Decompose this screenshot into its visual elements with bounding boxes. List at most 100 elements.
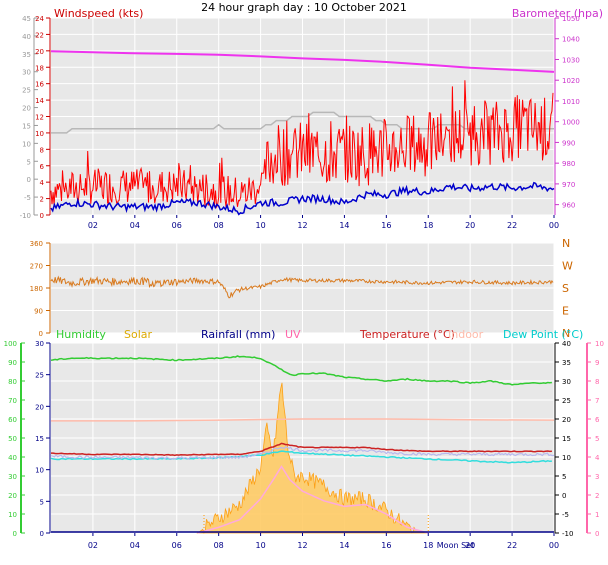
series-direction-line xyxy=(50,275,554,299)
uv-axis-tick-label: 8 xyxy=(595,378,599,386)
baro-axis-tick-label: 1000 xyxy=(562,119,580,127)
panel-wind-x-tick-label: 02 xyxy=(88,221,98,230)
uv-axis-tick-label: 6 xyxy=(595,416,600,424)
humidity-axis-tick-label: 50 xyxy=(8,435,17,443)
humidity-axis-tick-label: 60 xyxy=(8,416,17,424)
humidity-axis-tick-label: 80 xyxy=(8,378,17,386)
outer-left-axis-tick-label: 25 xyxy=(22,87,31,95)
outer-left-axis-tick-label: 20 xyxy=(22,105,31,113)
inner-left-axis-tick-label: 15 xyxy=(35,435,44,443)
series-solar-area xyxy=(196,382,429,534)
humidity-axis-tick-label: 40 xyxy=(8,454,17,462)
uv-axis-tick-label: 5 xyxy=(595,435,599,443)
inner-left-axis-tick-label: 30 xyxy=(35,340,44,348)
outer-left-axis-tick-label: 0 xyxy=(27,176,31,184)
baro-axis-tick-label: 1050 xyxy=(562,15,580,23)
panel-weather-x-tick-label: 12 xyxy=(297,541,307,550)
series-apparent-temp-line xyxy=(50,445,555,460)
temperature-axis-tick-label: -10 xyxy=(562,530,573,538)
wind-axis-title: Windspeed (kts) xyxy=(54,7,143,20)
baro-axis-tick-label: 1020 xyxy=(562,77,580,85)
compass-label: E xyxy=(562,305,569,318)
baro-axis-title: Barometer (hpa) xyxy=(512,7,603,20)
panel-weather-x-tick-label: 02 xyxy=(88,541,98,550)
legend-temperature: Temperature (°C) xyxy=(359,328,455,341)
humidity-axis-tick-label: 0 xyxy=(13,530,17,538)
series-barometer-line xyxy=(50,50,555,73)
temperature-axis-tick-label: 15 xyxy=(562,435,571,443)
temperature-axis-tick-label: 20 xyxy=(562,416,571,424)
legend-solar: Solar xyxy=(124,328,153,341)
uv-axis-tick-label: 0 xyxy=(595,530,599,538)
temperature-axis-tick-label: 35 xyxy=(562,359,571,367)
wind-axis-tick-label: 14 xyxy=(35,97,44,105)
baro-axis-tick-label: 970 xyxy=(562,181,575,189)
compass-label: N xyxy=(562,327,570,340)
legend-indoor: Indoor xyxy=(448,328,484,341)
series-humidity-line xyxy=(50,355,553,386)
baro-axis-tick-label: 980 xyxy=(562,160,575,168)
baro-axis-tick-label: 1010 xyxy=(562,98,580,106)
temperature-axis-tick-label: 0 xyxy=(562,492,566,500)
panel-wind-x-tick-label: 18 xyxy=(423,221,433,230)
outer-left-axis-tick-label: 5 xyxy=(27,158,31,166)
baro-axis-tick-label: 1030 xyxy=(562,56,580,64)
series-wind-gust-line xyxy=(50,80,554,209)
outer-left-axis-tick-label: 40 xyxy=(22,33,31,41)
humidity-axis-tick-label: 100 xyxy=(4,340,17,348)
temperature-axis-tick-label: 25 xyxy=(562,397,571,405)
panel-weather-x-tick-label: 00 xyxy=(549,541,559,550)
series-uv-line xyxy=(197,465,429,534)
panel-wind-x-tick-label: 22 xyxy=(507,221,517,230)
inner-left-axis-tick-label: 25 xyxy=(35,372,44,380)
inner-left-axis-tick-label: 0 xyxy=(40,530,44,538)
series-indoor-line xyxy=(51,418,555,422)
temperature-axis-tick-label: 5 xyxy=(562,473,566,481)
panel-wind-x-tick-label: 00 xyxy=(549,221,559,230)
temperature-axis-tick-label: 10 xyxy=(562,454,571,462)
wind-axis-tick-label: 0 xyxy=(40,212,44,220)
chart-title: 24 hour graph day : 10 October 2021 xyxy=(201,1,407,14)
direction-axis-tick-label: 270 xyxy=(30,263,43,271)
temperature-axis-tick-label: -5 xyxy=(562,511,569,519)
panel-weather-x-tick-label: 06 xyxy=(172,541,182,550)
uv-axis-tick-label: 10 xyxy=(595,340,604,348)
direction-axis-tick-label: 180 xyxy=(30,285,43,293)
panel-weather-x-tick-label: 16 xyxy=(381,541,391,550)
wind-axis-tick-label: 6 xyxy=(40,163,45,171)
outer-left-axis-tick-label: 45 xyxy=(22,15,31,23)
wind-axis-tick-label: 8 xyxy=(40,146,44,154)
panel-wind-x-tick-label: 08 xyxy=(214,221,224,230)
uv-axis-tick-label: 9 xyxy=(595,359,599,367)
wind-axis-tick-label: 20 xyxy=(35,48,44,56)
wind-axis-tick-label: 2 xyxy=(40,196,44,204)
legend-rainfall: Rainfall (mm) xyxy=(201,328,275,341)
wind-axis-tick-label: 16 xyxy=(35,81,44,89)
outer-left-axis-tick-label: -5 xyxy=(24,194,31,202)
temperature-axis-tick-label: 40 xyxy=(562,340,571,348)
direction-axis-tick-label: 360 xyxy=(30,240,43,248)
panel-wind-x-tick-label: 16 xyxy=(381,221,391,230)
panel-weather-x-tick-label: 18 xyxy=(423,541,433,550)
uv-axis-tick-label: 4 xyxy=(595,454,600,462)
humidity-axis-tick-label: 90 xyxy=(8,359,17,367)
humidity-axis-tick-label: 20 xyxy=(8,492,17,500)
outer-left-axis-tick-label: 30 xyxy=(22,69,31,77)
baro-axis-tick-label: 1040 xyxy=(562,36,580,44)
moon-set-annotation: Moon Set xyxy=(437,541,474,550)
uv-axis-tick-label: 7 xyxy=(595,397,599,405)
inner-left-axis-tick-label: 5 xyxy=(40,498,44,506)
uv-axis-tick-label: 1 xyxy=(595,511,599,519)
series-dewpoint-line xyxy=(50,450,552,464)
wind-axis-tick-label: 4 xyxy=(40,179,45,187)
legend-uv: UV xyxy=(285,328,301,341)
uv-axis-tick-label: 2 xyxy=(595,492,599,500)
series-temperature-line xyxy=(51,442,552,457)
panel-weather-x-tick-label: 04 xyxy=(130,541,140,550)
baro-axis-tick-label: 960 xyxy=(562,202,575,210)
panel-wind-x-tick-label: 04 xyxy=(130,221,140,230)
wind-axis-tick-label: 22 xyxy=(35,31,44,39)
panel-wind-x-tick-label: 06 xyxy=(172,221,182,230)
wind-axis-tick-label: 24 xyxy=(35,15,44,23)
